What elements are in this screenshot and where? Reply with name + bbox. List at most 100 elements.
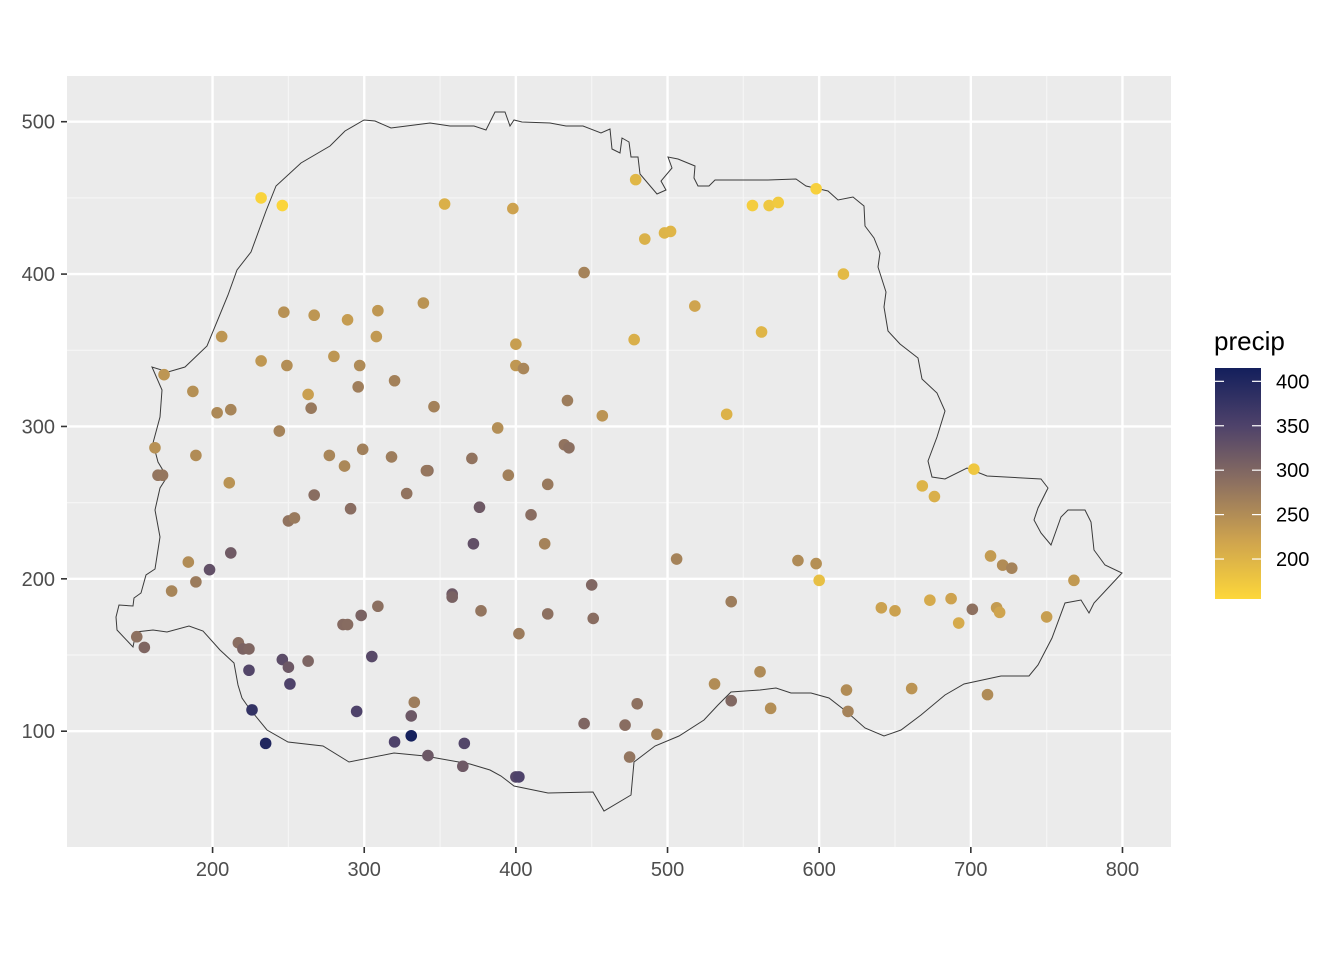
data-point xyxy=(491,422,504,434)
major-gridlines xyxy=(67,76,1171,847)
data-point xyxy=(366,650,378,663)
data-point xyxy=(341,618,354,631)
data-point xyxy=(438,198,451,210)
data-point xyxy=(720,408,733,421)
data-point xyxy=(1005,562,1018,574)
data-point xyxy=(755,326,768,338)
data-point xyxy=(467,537,480,550)
data-point xyxy=(130,630,143,643)
data-point xyxy=(282,661,295,674)
data-point xyxy=(1068,574,1080,587)
data-point xyxy=(446,591,458,603)
data-point xyxy=(561,394,574,407)
colorbar xyxy=(1215,368,1261,599)
data-point xyxy=(513,627,525,640)
data-point xyxy=(302,655,314,667)
data-point xyxy=(372,304,384,317)
data-point xyxy=(928,490,941,503)
legend-title: precip xyxy=(1214,326,1285,356)
colorbar-legend: precip 200 250 300 350 400 xyxy=(1214,326,1309,599)
data-point xyxy=(772,196,785,209)
data-point xyxy=(810,557,822,570)
data-point xyxy=(281,359,293,372)
x-tick-label: 300 xyxy=(348,859,381,881)
data-point xyxy=(513,771,525,783)
data-point xyxy=(417,297,430,309)
data-point xyxy=(629,173,642,186)
data-point xyxy=(754,665,766,678)
data-point xyxy=(952,617,965,629)
data-point xyxy=(510,338,522,350)
y-tick-label: 100 xyxy=(22,721,55,743)
data-point xyxy=(352,381,364,393)
colorbar-label: 250 xyxy=(1276,505,1309,527)
data-point xyxy=(1040,611,1053,623)
data-point xyxy=(400,487,413,500)
data-point xyxy=(763,199,775,212)
data-point xyxy=(585,579,598,591)
data-point xyxy=(813,574,825,587)
data-point xyxy=(457,760,469,773)
data-point xyxy=(746,199,759,212)
data-point xyxy=(190,576,202,588)
data-point xyxy=(725,694,738,707)
data-point xyxy=(156,469,169,482)
y-axis: 100 200 300 400 500 xyxy=(22,112,67,743)
colorbar-label: 200 xyxy=(1276,549,1309,571)
x-tick-label: 200 xyxy=(196,859,229,881)
data-point xyxy=(764,702,777,715)
data-point xyxy=(385,451,398,463)
data-point xyxy=(353,359,366,372)
data-point xyxy=(328,350,340,363)
data-point xyxy=(578,266,590,279)
data-point xyxy=(889,605,901,617)
data-point xyxy=(651,728,663,741)
data-point xyxy=(278,306,290,318)
data-point xyxy=(541,478,554,491)
data-point xyxy=(243,664,255,677)
data-point xyxy=(631,697,643,710)
data-point xyxy=(420,464,433,477)
data-point xyxy=(308,309,320,322)
plot-panel xyxy=(67,76,1171,847)
data-point xyxy=(840,684,853,696)
data-point xyxy=(344,502,357,515)
data-point xyxy=(842,705,854,718)
data-point xyxy=(356,443,369,456)
data-point xyxy=(810,182,822,195)
y-tick-label: 500 xyxy=(22,112,55,134)
data-point xyxy=(284,678,296,690)
data-point xyxy=(182,556,195,568)
data-point xyxy=(619,719,631,731)
data-point xyxy=(473,501,486,514)
colorbar-label: 400 xyxy=(1276,371,1309,393)
data-point xyxy=(689,300,701,312)
data-point xyxy=(224,403,237,416)
x-tick-label: 700 xyxy=(954,859,987,881)
data-point xyxy=(563,441,575,454)
data-point xyxy=(587,612,600,625)
x-tick-label: 500 xyxy=(651,859,684,881)
data-point xyxy=(837,268,850,280)
data-point xyxy=(288,512,301,524)
data-point xyxy=(388,374,401,387)
data-point xyxy=(355,609,367,622)
data-point xyxy=(259,737,272,750)
data-point xyxy=(305,402,317,414)
data-point xyxy=(372,600,384,613)
data-point xyxy=(276,199,289,212)
data-point xyxy=(341,313,354,326)
colorbar-ticks: 200 250 300 350 400 xyxy=(1215,371,1309,571)
colorbar-label: 350 xyxy=(1276,416,1309,438)
data-point xyxy=(255,192,267,204)
data-point xyxy=(308,489,320,501)
data-point xyxy=(158,368,170,381)
x-tick-label: 800 xyxy=(1106,859,1139,881)
data-point xyxy=(187,385,199,398)
data-point xyxy=(323,449,336,462)
region-boundary xyxy=(115,111,1123,812)
data-point xyxy=(203,563,216,576)
data-point xyxy=(502,469,515,482)
